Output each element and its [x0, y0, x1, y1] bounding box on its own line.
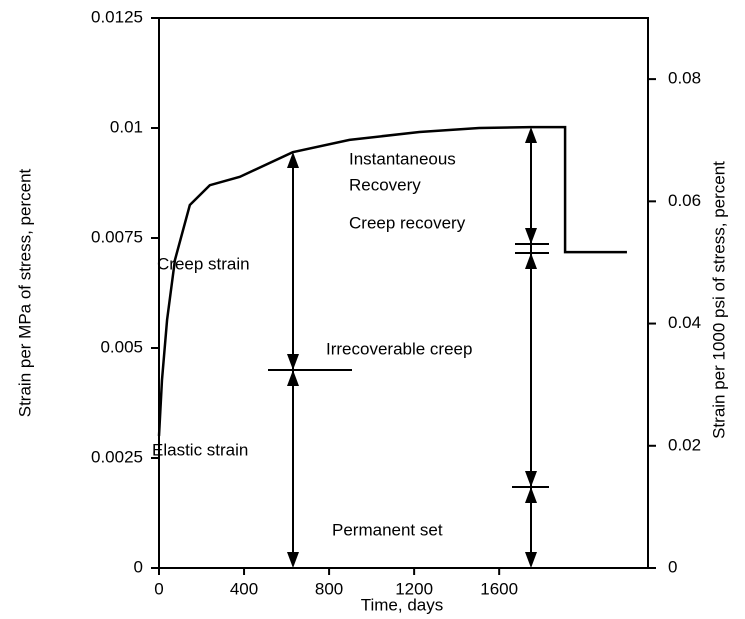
plot-frame — [158, 17, 649, 569]
y2-tick-label: 0.02 — [668, 435, 701, 454]
annotation: Creep recovery — [349, 213, 466, 232]
y-tick-label: 0.0075 — [91, 227, 143, 246]
annotation: Elastic strain — [152, 440, 248, 459]
y-tick-label: 0.005 — [100, 337, 143, 356]
y-tick-label: 0 — [134, 557, 143, 576]
y-tick-label: 0.01 — [110, 117, 143, 136]
arrowheads — [287, 127, 537, 568]
x-axis-label: Time, days — [361, 595, 444, 614]
x-tick-label: 0 — [154, 579, 163, 598]
y2-tick-label: 0.06 — [668, 191, 701, 210]
x-tick-label: 800 — [315, 579, 343, 598]
y2-axis-label: Strain per 1000 psi of stress, percent — [709, 161, 728, 439]
annotation: Recovery — [349, 175, 421, 194]
y2-tick-label: 0 — [668, 557, 677, 576]
y2-tick-label: 0.08 — [668, 69, 701, 88]
y2-tick-label: 0.04 — [668, 313, 701, 332]
x-tick-label: 1600 — [480, 579, 518, 598]
line-series — [157, 125, 627, 437]
annotation: Instantaneous — [349, 149, 456, 168]
arrowhead — [287, 152, 299, 568]
annotation: Irrecoverable creep — [326, 339, 472, 358]
y-tick-label: 0.0025 — [91, 447, 143, 466]
arrowhead — [525, 127, 537, 568]
y-tick-label: 0.0125 — [91, 7, 143, 26]
y-axis-label: Strain per MPa of stress, percent — [15, 168, 34, 417]
x-tick-label: 400 — [230, 579, 258, 598]
annotation: Creep strain — [157, 254, 250, 273]
annotation: Permanent set — [332, 520, 443, 539]
x-tick-label: 1200 — [395, 579, 433, 598]
